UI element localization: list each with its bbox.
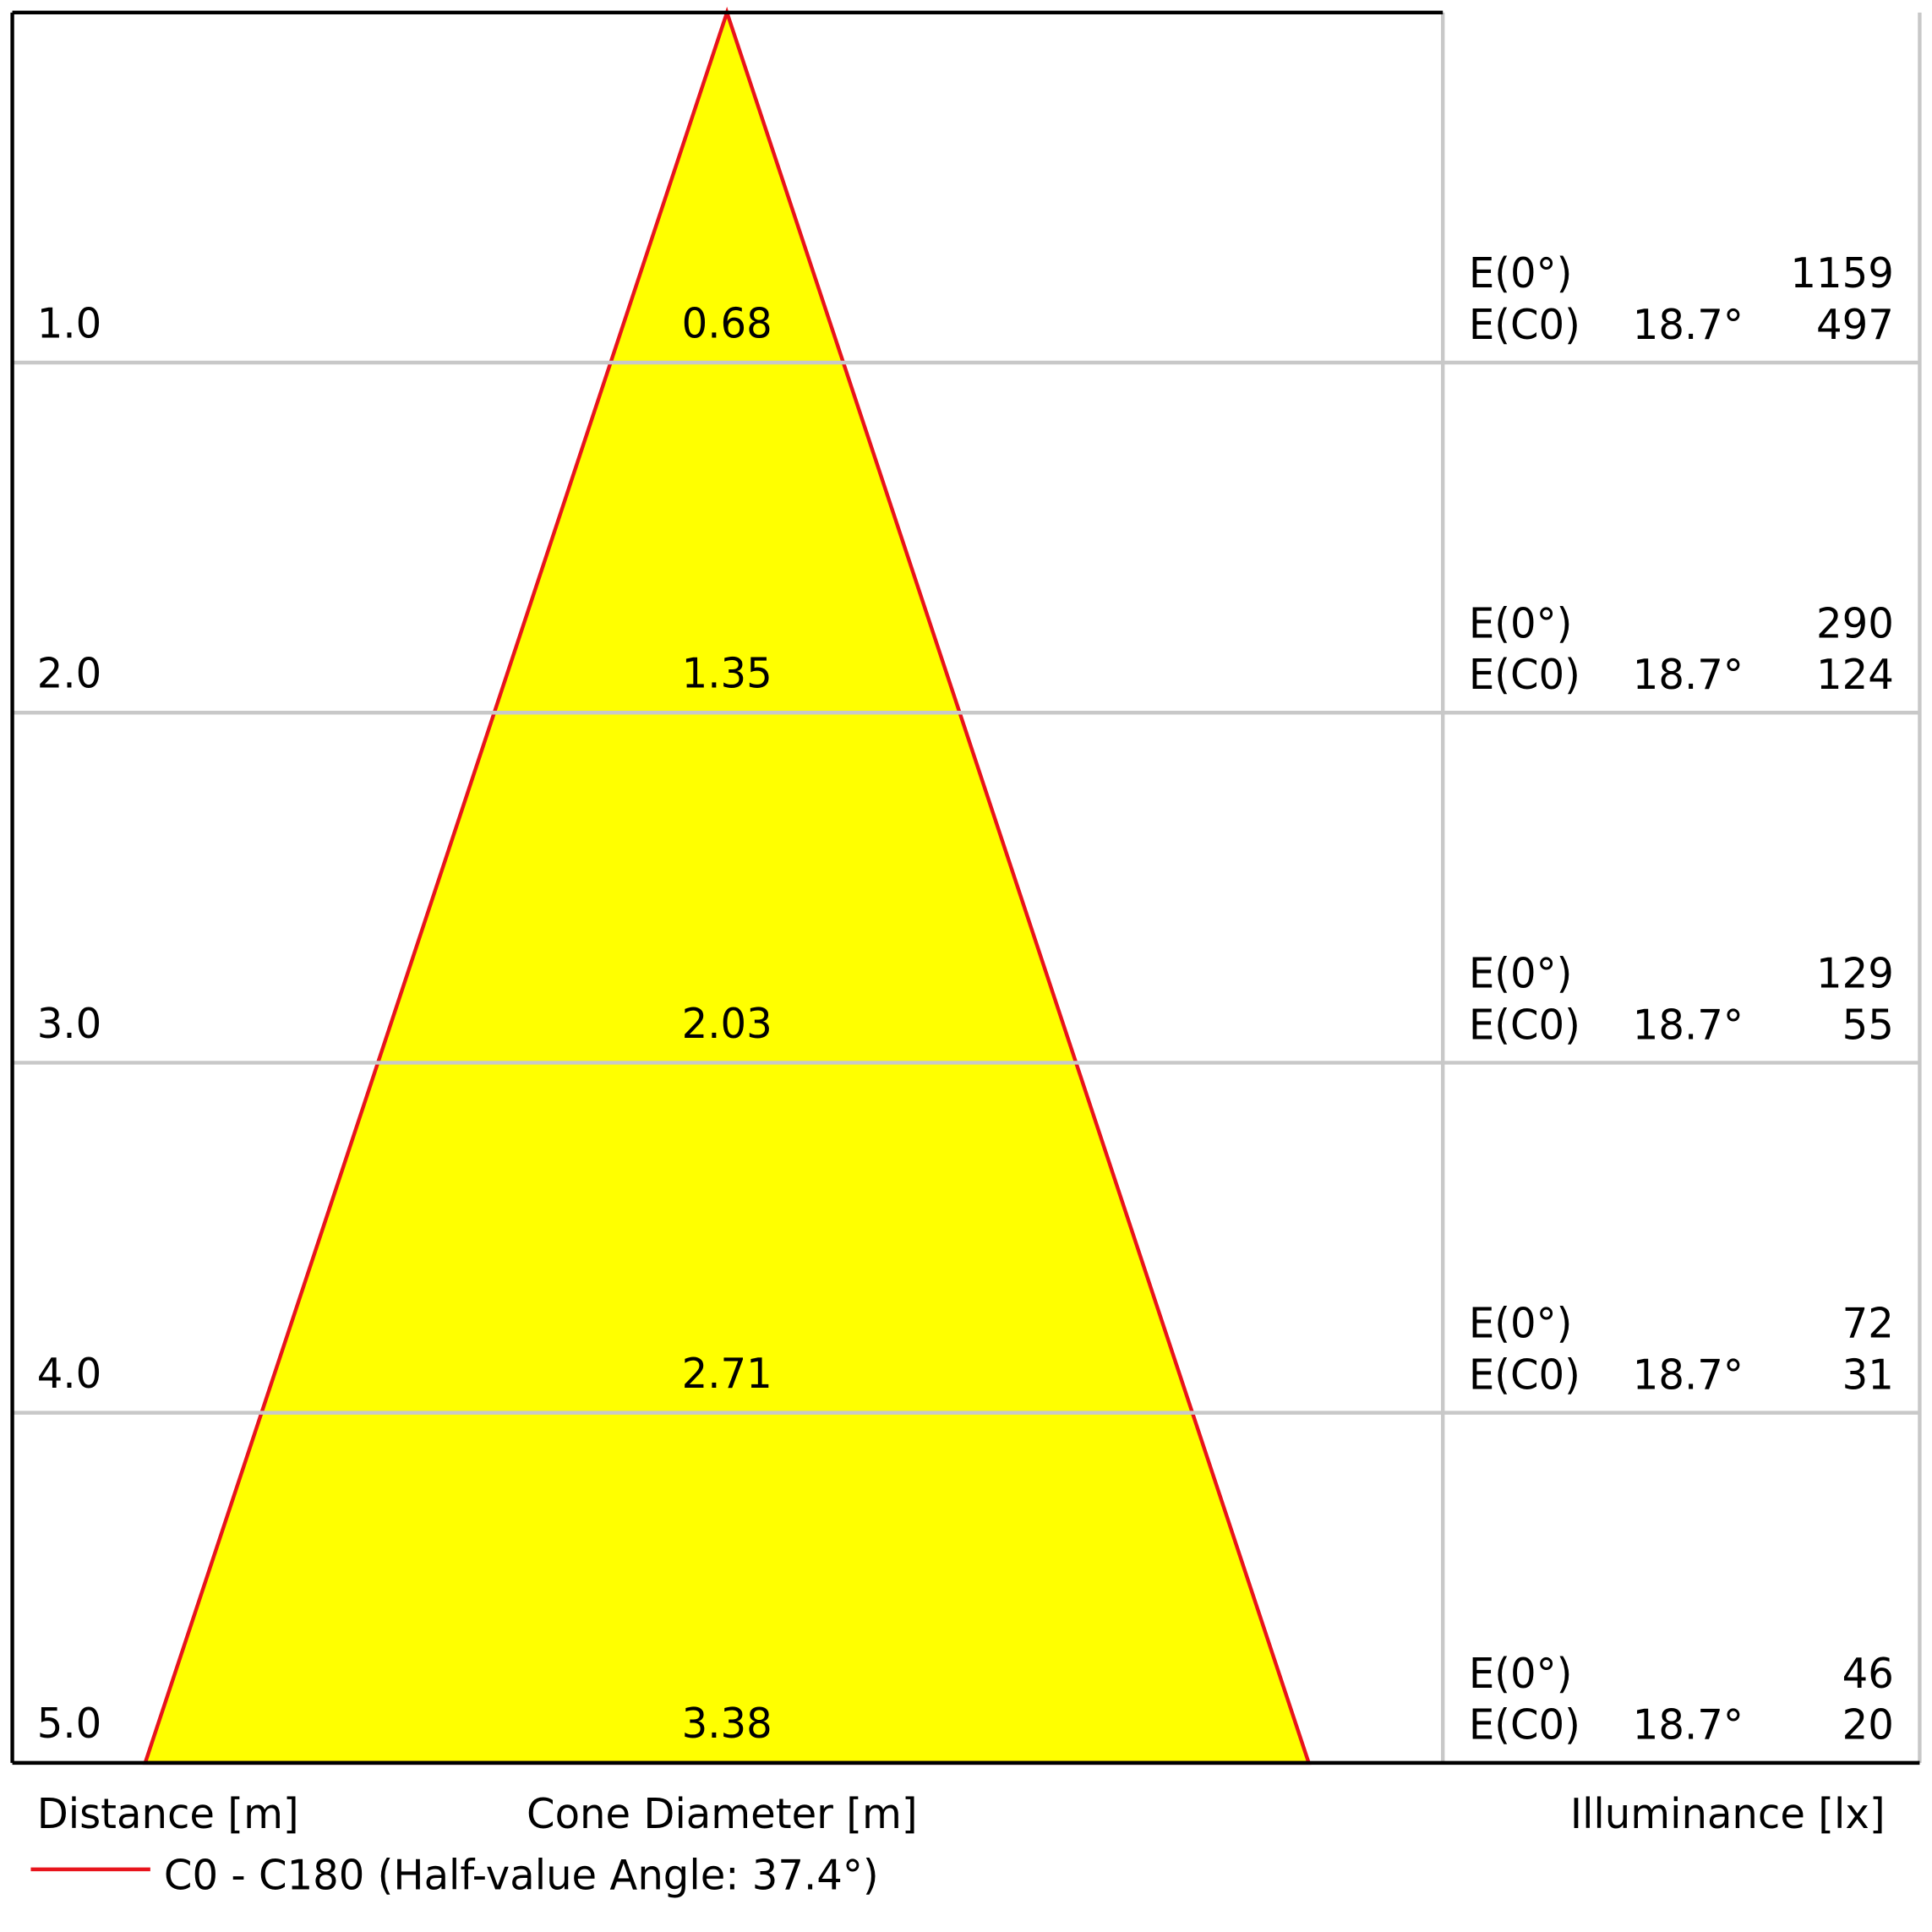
- e0-label: E(0°): [1469, 600, 1573, 647]
- y-tick-label: 3.0: [37, 1000, 101, 1047]
- e0-value: 46: [1842, 1651, 1894, 1698]
- e0-label: E(0°): [1469, 250, 1573, 297]
- e0-value: 1159: [1790, 250, 1893, 297]
- angle-label: 18.7°: [1633, 1701, 1744, 1749]
- ec0-value: 31: [1842, 1351, 1894, 1399]
- e0-label: E(0°): [1469, 1300, 1573, 1347]
- diameter-label: 2.71: [682, 1351, 772, 1398]
- ec0-label: E(C0): [1469, 652, 1580, 699]
- e0-label: E(0°): [1469, 950, 1573, 997]
- angle-label: 18.7°: [1633, 301, 1744, 348]
- x-axis-label: Distance [m]: [37, 1791, 299, 1838]
- e0-label: E(0°): [1469, 1651, 1573, 1698]
- angle-label: 18.7°: [1633, 1351, 1744, 1399]
- e0-value: 72: [1842, 1300, 1894, 1347]
- ec0-value: 55: [1842, 1001, 1894, 1049]
- e0-value: 290: [1816, 600, 1894, 647]
- x-axis-label: Cone Diameter [m]: [527, 1791, 918, 1838]
- angle-label: 18.7°: [1633, 1001, 1744, 1049]
- ec0-label: E(C0): [1469, 1001, 1580, 1049]
- cone: [142, 6, 1312, 1766]
- y-tick-label: 2.0: [37, 650, 101, 697]
- legend-label: C0 - C180 (Half-value Angle: 37.4°): [164, 1852, 879, 1899]
- diameter-label: 2.03: [682, 1000, 772, 1047]
- ec0-label: E(C0): [1469, 1701, 1580, 1749]
- diameter-label: 1.35: [682, 650, 772, 697]
- y-tick-label: 4.0: [37, 1351, 101, 1398]
- y-tick-label: 1.0: [37, 300, 101, 347]
- ec0-value: 497: [1816, 301, 1894, 348]
- x-axis-label: Illuminance [lx]: [1570, 1791, 1886, 1838]
- y-tick-label: 5.0: [37, 1700, 101, 1748]
- diameter-label: 0.68: [682, 300, 772, 347]
- ec0-label: E(C0): [1469, 301, 1580, 348]
- e0-value: 129: [1816, 950, 1894, 997]
- diameter-label: 3.38: [682, 1700, 772, 1748]
- angle-label: 18.7°: [1633, 652, 1744, 699]
- ec0-value: 124: [1816, 652, 1894, 699]
- ec0-value: 20: [1842, 1701, 1894, 1749]
- ec0-label: E(C0): [1469, 1351, 1580, 1399]
